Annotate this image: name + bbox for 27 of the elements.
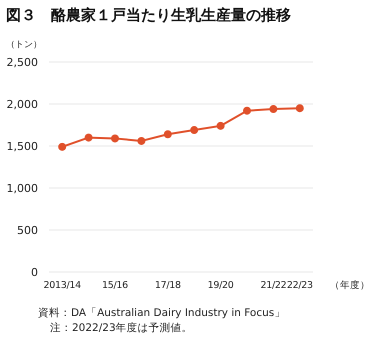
x-axis-title: （年度）: [330, 279, 370, 291]
y-tick-label: 500: [17, 224, 38, 237]
x-tick-label: 22/23: [286, 280, 313, 291]
text: 注：2022/23年度は予測値。: [50, 321, 193, 334]
x-tick-label: 15/16: [102, 280, 128, 291]
chart-title: 図３ 酪農家１戸当たり生乳生産量の推移: [6, 6, 291, 24]
point: [243, 106, 251, 115]
point: [216, 122, 225, 130]
point: [190, 126, 198, 134]
point: [296, 104, 304, 112]
text: 資料：DA「Australian Dairy Industry in Focus」: [38, 306, 286, 319]
x-tick-label: 21/22: [260, 280, 287, 291]
y-axis-title: （トン）: [6, 40, 42, 50]
point: [58, 142, 66, 151]
y-tick-label: 2,000: [6, 98, 38, 111]
y-tick-label: 2,500: [6, 56, 38, 69]
y-tick-label: 0: [31, 266, 38, 279]
point: [84, 134, 93, 142]
point: [137, 136, 146, 145]
x-tick-label: 19/20: [208, 280, 234, 291]
y-tick-label: 1,000: [6, 182, 38, 195]
point: [111, 134, 119, 142]
x-tick-label: 17/18: [154, 280, 181, 291]
point: [164, 130, 172, 138]
x-tick-label: 2013/14: [44, 280, 82, 291]
point: [269, 105, 278, 114]
y-tick-label: 1,500: [6, 140, 38, 153]
